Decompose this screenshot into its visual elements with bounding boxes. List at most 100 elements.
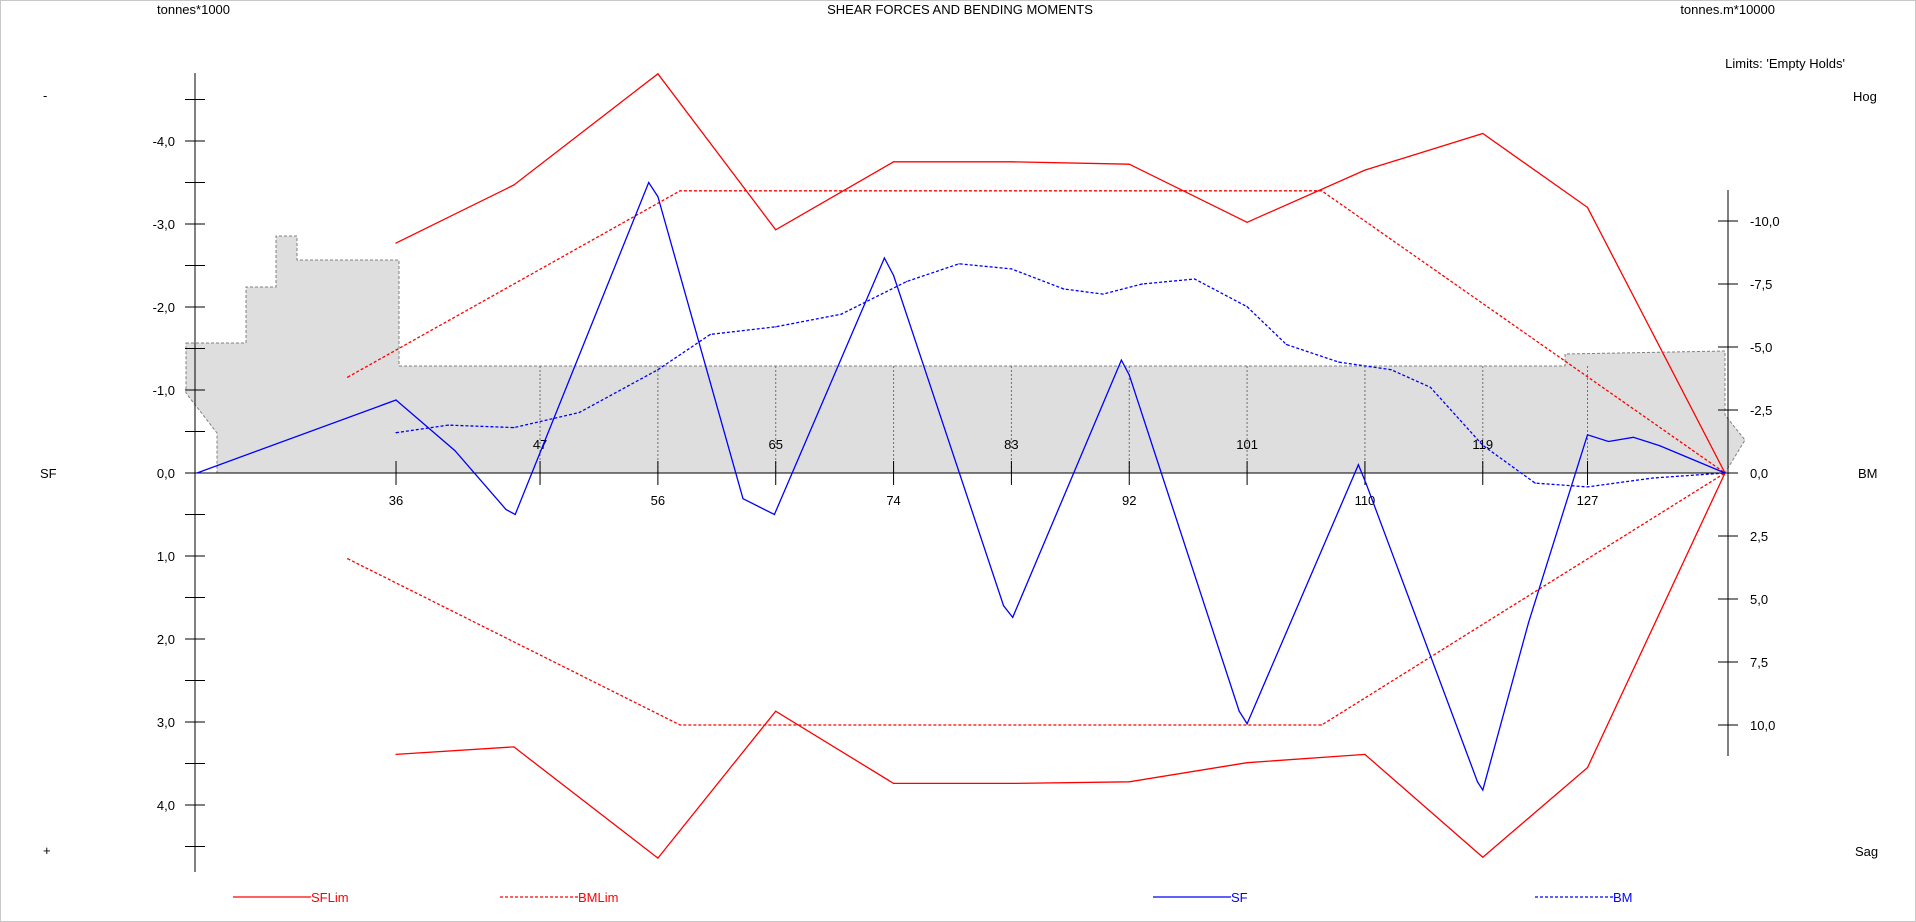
sf-axis-label: SF — [40, 466, 57, 481]
sag-label: Sag — [1855, 844, 1878, 859]
x-axis-tick-label: 47 — [533, 437, 547, 452]
x-axis: 36 47 56 65 74 83 92 101 110 119 127 — [195, 437, 1728, 508]
data-point-sf — [505, 508, 507, 511]
x-axis-tick-label: 74 — [886, 493, 900, 508]
data-point-sf — [514, 513, 516, 516]
data-point-bm — [447, 424, 449, 426]
series-line-bmlim-2 — [347, 472, 1726, 726]
data-point-bm — [395, 432, 397, 434]
data-point-bm — [1390, 369, 1392, 371]
series-layer — [196, 72, 1726, 860]
right-axis-tick-label: -5,0 — [1750, 340, 1772, 355]
data-point-bm — [840, 313, 842, 315]
frame-markers — [539, 366, 1589, 473]
series-line-sflim-2 — [395, 472, 1726, 860]
left-axis-tick-label: -4,0 — [153, 134, 175, 149]
data-point-bm — [1010, 268, 1013, 270]
data-point-sflim — [1586, 767, 1589, 769]
data-point-sflim — [513, 184, 515, 186]
data-point-sflim — [775, 229, 777, 231]
left-axis-tick-label: 0,0 — [157, 466, 175, 481]
data-point-bm — [1102, 293, 1104, 295]
x-axis-tick-label: 56 — [651, 493, 665, 508]
data-point-bm — [1141, 283, 1143, 285]
data-point-bm — [1586, 486, 1589, 488]
x-axis-tick-label: 127 — [1577, 493, 1599, 508]
left-axis-tick-label: 1,0 — [157, 549, 175, 564]
data-point-sf — [742, 498, 744, 500]
data-point-bmlim — [1321, 190, 1323, 192]
data-point-bmlim — [346, 376, 349, 378]
data-point-sf — [1128, 374, 1130, 376]
data-point-sflim — [657, 73, 659, 75]
legend: SFLim BMLim SF BM — [233, 890, 1633, 905]
sf-plus-label: + — [43, 843, 51, 858]
legend-label-bm: BM — [1613, 890, 1633, 905]
data-point-bm — [906, 280, 908, 283]
right-axis-tick-label: 10,0 — [1750, 718, 1775, 733]
data-point-bm — [578, 411, 580, 414]
data-point-sflim — [1586, 206, 1589, 208]
data-point-bm — [709, 333, 711, 335]
data-point-bm — [1194, 278, 1196, 280]
data-point-bm — [1482, 444, 1484, 446]
data-point-sf — [1482, 789, 1484, 791]
data-point-sflim — [395, 242, 397, 244]
right-axis-tick-label: 0,0 — [1750, 466, 1768, 481]
data-point-bm — [775, 326, 777, 328]
data-point-sf — [657, 196, 659, 198]
chart-title: SHEAR FORCES AND BENDING MOMENTS — [827, 2, 1093, 17]
data-point-bmlim — [679, 724, 681, 726]
legend-label-sflim: SFLim — [311, 890, 349, 905]
right-axis-tick-label: 2,5 — [1750, 529, 1768, 544]
data-point-bm — [1063, 288, 1065, 290]
data-point-bm — [1338, 361, 1340, 363]
data-point-sf — [395, 399, 397, 401]
legend-label-sf: SF — [1231, 890, 1248, 905]
bm-axis-label: BM — [1858, 466, 1878, 481]
series-line-sflim-1 — [395, 72, 1726, 474]
right-unit-label: tonnes.m*10000 — [1680, 2, 1775, 17]
data-point-bm — [1429, 386, 1431, 388]
x-axis-tick-label: 101 — [1236, 437, 1258, 452]
data-point-sflim — [395, 753, 397, 755]
data-point-bm — [1534, 482, 1536, 484]
data-point-sflim — [1246, 762, 1248, 764]
data-point-sf — [1607, 440, 1610, 443]
sf-minus-label: - — [43, 88, 47, 103]
data-point-sf — [648, 181, 650, 184]
right-axis-tick-label: -2,5 — [1750, 403, 1772, 418]
data-point-sf — [1586, 434, 1589, 436]
data-point-sf — [1476, 781, 1479, 783]
data-point-bm — [1285, 343, 1287, 346]
data-point-bmlim — [346, 558, 349, 560]
ship-hull — [185, 235, 1746, 474]
data-point-sflim — [1128, 781, 1130, 783]
data-point-sf — [1002, 605, 1005, 607]
x-axis-tick-label: 65 — [768, 437, 782, 452]
data-point-bm — [1724, 472, 1726, 474]
data-point-bmlim — [1321, 724, 1323, 726]
right-axis-tick-label: -10,0 — [1750, 214, 1780, 229]
data-point-sf — [196, 472, 198, 474]
x-axis-tick-label: 110 — [1355, 493, 1376, 508]
right-axis-tick-label: -7,5 — [1750, 277, 1772, 292]
x-axis-tick-label: 92 — [1122, 493, 1136, 508]
data-point-sflim — [892, 782, 895, 785]
hog-label: Hog — [1853, 89, 1877, 104]
data-point-sf — [1357, 464, 1359, 466]
data-point-sflim — [1010, 161, 1013, 163]
data-point-sf — [773, 513, 776, 516]
data-point-bm — [1246, 306, 1248, 308]
left-axis-tick-label: 3,0 — [157, 715, 175, 730]
legend-label-bmlim: BMLim — [578, 890, 618, 905]
x-axis-tick-label: 83 — [1004, 437, 1018, 452]
data-point-sf — [1238, 710, 1240, 712]
data-point-sflim — [1128, 163, 1130, 165]
data-point-sf — [1365, 483, 1367, 485]
data-point-sflim — [1364, 169, 1366, 171]
data-point-sflim — [892, 161, 895, 163]
data-point-bmlim — [679, 190, 681, 192]
data-point-bm — [513, 427, 515, 429]
data-point-sflim — [1364, 753, 1366, 755]
